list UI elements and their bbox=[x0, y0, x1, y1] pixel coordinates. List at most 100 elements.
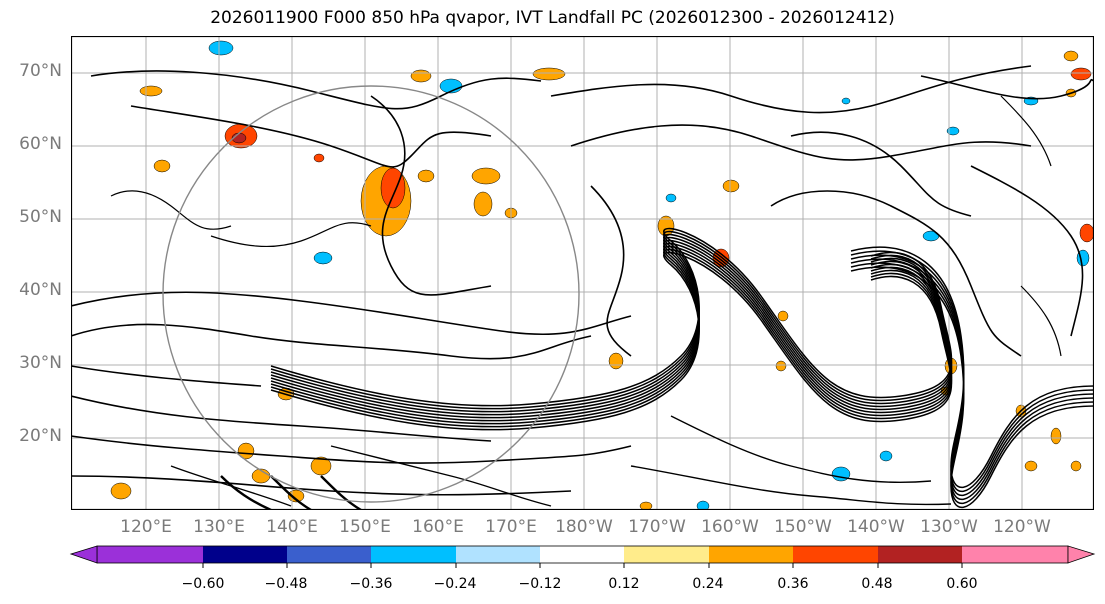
lat-label-40n: 40°N bbox=[19, 280, 62, 300]
ivt-contour bbox=[71, 365, 262, 387]
figure-title: 2026011900 F000 850 hPa qvapor, IVT Land… bbox=[210, 8, 895, 28]
ivt-contour bbox=[920, 75, 1094, 100]
anomaly-patch bbox=[313, 153, 325, 163]
graticule bbox=[71, 36, 1094, 510]
lon-label-140w: 140°W bbox=[847, 517, 905, 537]
ivt-contour bbox=[71, 435, 632, 464]
ivt-contour bbox=[1000, 95, 1052, 167]
anomaly-patch bbox=[1050, 427, 1062, 445]
colorbar-tick-label: −0.36 bbox=[349, 576, 393, 592]
map-panel bbox=[71, 36, 1094, 510]
range-circle bbox=[162, 85, 580, 503]
colorbar-tick-label: −0.12 bbox=[518, 576, 562, 592]
colorbar-tick-label: 0.48 bbox=[861, 576, 893, 592]
anomaly-patch bbox=[1079, 223, 1094, 243]
lon-label-170w: 170°W bbox=[628, 517, 686, 537]
anomaly-patch bbox=[417, 169, 435, 183]
lon-label-140e: 140°E bbox=[266, 517, 318, 537]
anomaly-patch bbox=[946, 126, 960, 136]
colorbar-outline bbox=[96, 545, 1069, 564]
colorbar-max-extension bbox=[1067, 545, 1096, 564]
colorbar-segment bbox=[540, 546, 624, 563]
lat-label-50n: 50°N bbox=[19, 207, 62, 227]
ivt-contour bbox=[770, 190, 1022, 357]
ivt-contour bbox=[210, 222, 372, 248]
anomaly-patch bbox=[153, 159, 171, 173]
anomaly-patch bbox=[879, 450, 893, 462]
lon-label-150w: 150°W bbox=[774, 517, 832, 537]
ivt-contour bbox=[320, 475, 362, 510]
colorbar-tick-label: −0.24 bbox=[433, 576, 477, 592]
anomaly-patch bbox=[608, 352, 624, 370]
ivt-contour bbox=[590, 185, 632, 357]
lon-label-150e: 150°E bbox=[339, 517, 391, 537]
anomaly-patch bbox=[473, 191, 493, 217]
ivt-contour bbox=[670, 415, 932, 484]
lon-label-120e: 120°E bbox=[120, 517, 172, 537]
colorbar-segment bbox=[793, 546, 878, 563]
lon-label-160w: 160°W bbox=[701, 517, 759, 537]
ivt-contour bbox=[270, 475, 312, 510]
colorbar-tick-label: −0.60 bbox=[181, 576, 225, 592]
ivt-contours bbox=[71, 65, 1094, 510]
colorbar-segment bbox=[624, 546, 709, 563]
colorbar-segment bbox=[203, 546, 287, 563]
lat-label-30n: 30°N bbox=[19, 353, 62, 373]
ivt-contour bbox=[370, 95, 492, 296]
ivt-contour bbox=[130, 105, 492, 168]
lon-label-160e: 160°E bbox=[412, 517, 464, 537]
colorbar-segments bbox=[96, 545, 1069, 564]
ivt-contour bbox=[630, 465, 952, 506]
lat-label-20n: 20°N bbox=[19, 426, 62, 446]
anomaly-patch bbox=[665, 193, 677, 203]
ivt-contour bbox=[220, 475, 272, 510]
colorbar-segment bbox=[709, 546, 793, 563]
anomaly-patch bbox=[471, 167, 501, 185]
anomaly-patch bbox=[722, 179, 740, 193]
lat-label-70n: 70°N bbox=[19, 61, 62, 81]
colorbar-segment bbox=[962, 546, 1068, 563]
ivt-contour bbox=[570, 124, 1032, 161]
map-background bbox=[71, 36, 1094, 510]
ivt-contour bbox=[110, 190, 232, 230]
colorbar-tick-label: 0.24 bbox=[692, 576, 724, 592]
ivt-contour bbox=[71, 395, 492, 442]
anomaly-patch bbox=[110, 482, 132, 500]
anomaly-patch bbox=[831, 466, 851, 482]
colorbar-segment bbox=[456, 546, 540, 563]
anomaly-patch bbox=[777, 310, 789, 322]
ivt-contour bbox=[90, 70, 542, 110]
anomaly-patch bbox=[696, 500, 710, 510]
map-canvas bbox=[71, 36, 1094, 510]
lon-label-180w: 180°W bbox=[555, 517, 613, 537]
ivt-contour bbox=[71, 475, 572, 496]
anomaly-patch bbox=[208, 40, 234, 56]
colorbar-min-extension bbox=[69, 545, 98, 564]
anomaly-patch bbox=[532, 67, 566, 81]
anomaly-patch bbox=[1070, 67, 1092, 81]
colorbar-segment bbox=[878, 546, 962, 563]
anomaly-patch bbox=[237, 442, 255, 460]
anomaly-patch bbox=[313, 251, 333, 265]
colorbar-tick-marks bbox=[202, 563, 963, 568]
lon-label-170e: 170°E bbox=[485, 517, 537, 537]
ivt-contour bbox=[71, 323, 592, 360]
colorbar-segment bbox=[371, 546, 456, 563]
anomaly-patch bbox=[410, 69, 432, 83]
lon-label-120w: 120°W bbox=[993, 517, 1051, 537]
colorbar-tick-label: 0.12 bbox=[608, 576, 640, 592]
ivt-contour bbox=[850, 266, 1094, 508]
lat-label-60n: 60°N bbox=[19, 134, 62, 154]
anomaly-patch bbox=[139, 85, 163, 97]
colorbar-segment bbox=[97, 546, 203, 563]
anomaly-patch bbox=[1024, 460, 1038, 472]
lon-label-130e: 130°E bbox=[193, 517, 245, 537]
ivt-contour bbox=[550, 65, 1032, 114]
ivt-contour bbox=[330, 445, 552, 507]
anomaly-patch bbox=[1063, 50, 1079, 62]
anomaly-patch bbox=[639, 501, 653, 510]
colorbar-tick-label: 0.60 bbox=[946, 576, 978, 592]
anomaly-patch bbox=[775, 360, 787, 372]
ivt-contour bbox=[1020, 285, 1062, 357]
colorbar-segment bbox=[287, 546, 371, 563]
